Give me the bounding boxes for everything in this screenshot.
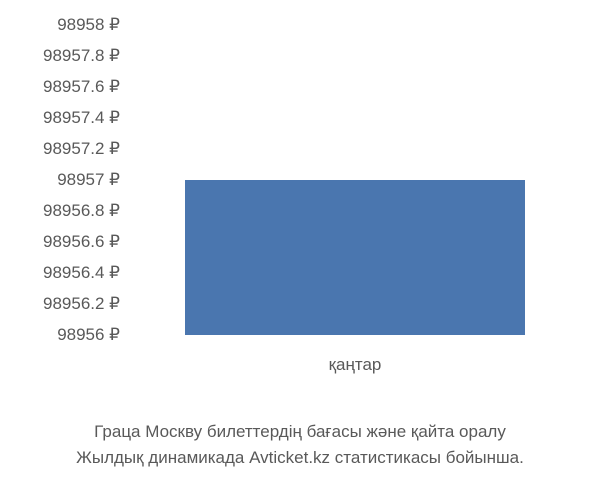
y-tick: 98956.2 ₽: [43, 294, 120, 314]
caption-line2: Жылдық динамикада Avticket.kz статистика…: [10, 445, 590, 471]
y-tick: 98956.6 ₽: [43, 232, 120, 252]
y-tick: 98957.8 ₽: [43, 46, 120, 66]
y-tick: 98956.8 ₽: [43, 201, 120, 221]
caption-line1: Граца Москву билеттердің бағасы және қай…: [10, 419, 590, 445]
y-tick: 98956 ₽: [57, 325, 120, 345]
y-tick: 98957.2 ₽: [43, 139, 120, 159]
y-tick: 98957.6 ₽: [43, 77, 120, 97]
x-axis-label: қаңтар: [329, 355, 382, 375]
bar-jan: [185, 180, 525, 335]
chart-container: 98958 ₽ 98957.8 ₽ 98957.6 ₽ 98957.4 ₽ 98…: [0, 0, 600, 500]
y-tick: 98957 ₽: [57, 170, 120, 190]
plot-area: [125, 25, 575, 335]
chart-caption: Граца Москву билеттердің бағасы және қай…: [0, 419, 600, 470]
y-tick: 98956.4 ₽: [43, 263, 120, 283]
y-tick: 98957.4 ₽: [43, 108, 120, 128]
y-tick: 98958 ₽: [57, 15, 120, 35]
